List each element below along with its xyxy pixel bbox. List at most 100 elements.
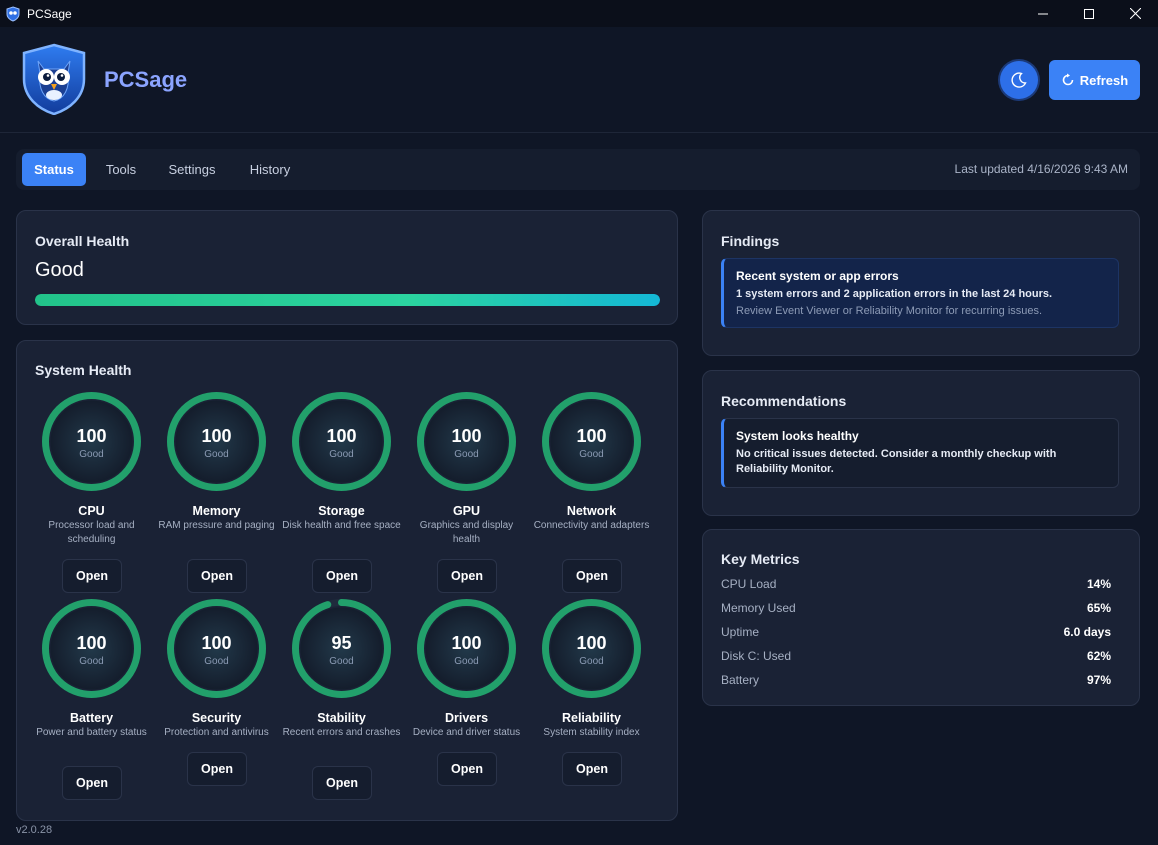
health-tile-security: 100 Good Security Protection and antivirus O… [154, 597, 279, 797]
health-gauge: 100 Good [40, 390, 143, 493]
system-health-card: System Health 100 Good CPU Processor load a… [16, 340, 678, 821]
gauge-ring [167, 599, 266, 698]
health-gauge: 100 Good [540, 597, 643, 700]
gauge-score: 100 [576, 633, 607, 653]
overall-health-bar [35, 294, 660, 306]
maximize-button[interactable] [1066, 0, 1112, 27]
app-header: PCSage Refresh [0, 27, 1158, 133]
finding-body: 1 system errors and 2 application errors… [736, 288, 1053, 300]
open-battery-button[interactable]: Open [62, 766, 122, 800]
overall-health-bar-fill [35, 294, 660, 306]
gauge-status: Good [79, 449, 104, 460]
tile-name: Reliability [561, 711, 622, 725]
finding-item: Recent system or app errors 1 system err… [721, 258, 1119, 328]
refresh-label: Refresh [1079, 72, 1129, 88]
gauge-status: Good [204, 656, 229, 667]
health-tile-drivers: 100 Good Drivers Device and driver status Op… [404, 597, 529, 797]
overall-health-value: Good [35, 259, 84, 281]
health-gauge: 100 Good [540, 390, 643, 493]
open-memory-button[interactable]: Open [187, 559, 247, 593]
tile-name: CPU [78, 504, 105, 518]
gauge-ring [292, 599, 391, 698]
window-title: PCSage [27, 6, 72, 21]
metric-row: CPU Load 14% [721, 577, 1111, 597]
overall-health-title: Overall Health [35, 233, 130, 249]
health-tile-network: 100 Good Network Connectivity and adapters O… [529, 390, 654, 593]
system-health-title: System Health [35, 362, 132, 378]
tile-name: Storage [318, 504, 365, 518]
tile-description: Device and driver status [412, 727, 521, 738]
metric-value: 14% [1086, 577, 1111, 591]
tile-description: Protection and antivirus [164, 727, 269, 738]
tile-name: Drivers [444, 711, 489, 725]
close-icon [1129, 8, 1141, 19]
recommendations-title: Recommendations [721, 393, 847, 409]
metric-label: Battery [721, 673, 760, 687]
gauge-ring [42, 392, 141, 491]
key-metrics-title: Key Metrics [721, 551, 800, 567]
gauge-status: Good [579, 656, 604, 667]
gauge-ring [167, 392, 266, 491]
tab-status[interactable]: Status [22, 153, 86, 186]
open-cpu-button[interactable]: Open [62, 559, 122, 593]
health-tile-gpu: 100 Good GPU Graphics and display health Ope… [404, 390, 529, 593]
metric-label: Memory Used [721, 601, 796, 615]
tab-tools[interactable]: Tools [105, 162, 137, 177]
moon-icon [1011, 72, 1027, 88]
gauge-score: 100 [451, 426, 482, 446]
tab-settings[interactable]: Settings [168, 162, 216, 177]
health-tile-reliability: 100 Good Reliability System stability index… [529, 597, 654, 797]
gauge-ring [542, 599, 641, 698]
recommendations-card: Recommendations System looks healthy No … [702, 370, 1140, 516]
refresh-button[interactable]: Refresh [1049, 60, 1140, 100]
tile-description: Disk health and free space [282, 520, 401, 531]
health-gauge: 100 Good [415, 390, 518, 493]
minimize-button[interactable] [1020, 0, 1066, 27]
metric-value: 97% [1086, 673, 1111, 687]
refresh-icon [1062, 73, 1074, 86]
open-security-button[interactable]: Open [187, 752, 247, 786]
tile-name: Battery [69, 711, 114, 725]
tab-history[interactable]: History [249, 162, 291, 177]
window-titlebar: PCSage [0, 0, 1158, 27]
metric-value: 62% [1086, 649, 1111, 663]
tile-description: Graphics and display health [419, 520, 514, 545]
open-storage-button[interactable]: Open [312, 559, 372, 593]
health-gauge: 100 Good [165, 597, 268, 700]
tile-description: Connectivity and adapters [533, 520, 650, 531]
health-tile-storage: 100 Good Storage Disk health and free space… [279, 390, 404, 593]
gauge-score: 100 [76, 426, 107, 446]
health-gauge: 100 Good [40, 597, 143, 700]
gauge-score: 100 [451, 633, 482, 653]
open-drivers-button[interactable]: Open [437, 752, 497, 786]
open-gpu-button[interactable]: Open [437, 559, 497, 593]
key-metrics-card: Key Metrics CPU Load 14% Memory Used 65% Upt… [702, 529, 1140, 706]
health-gauge: 100 Good [165, 390, 268, 493]
metric-row: Uptime 6.0 days [721, 625, 1111, 645]
open-network-button[interactable]: Open [562, 559, 622, 593]
gauge-status: Good [79, 656, 104, 667]
health-tile-memory: 100 Good Memory RAM pressure and paging Open [154, 390, 279, 593]
tile-name: Memory [192, 504, 241, 518]
close-button[interactable] [1112, 0, 1158, 27]
open-stability-button[interactable]: Open [312, 766, 372, 800]
gauge-ring [417, 599, 516, 698]
health-tile-battery: 100 Good Battery Power and battery status Op… [29, 597, 154, 800]
metric-label: Uptime [721, 625, 760, 639]
metric-value: 65% [1086, 601, 1111, 615]
health-gauge: 100 Good [415, 597, 518, 700]
gauge-score: 95 [331, 633, 352, 653]
tile-description: Processor load and scheduling [48, 520, 135, 545]
gauge-status: Good [204, 449, 229, 460]
overall-health-card: Overall Health Good [16, 210, 678, 325]
health-gauge: 95 Good [290, 597, 393, 700]
gauge-status: Good [579, 449, 604, 460]
recommendation-body: No critical issues detected. Consider a … [736, 448, 1057, 475]
metric-row: Disk C: Used 62% [721, 649, 1111, 669]
metric-label: Disk C: Used [721, 649, 792, 663]
theme-toggle-button[interactable] [1000, 61, 1038, 99]
health-gauge: 100 Good [290, 390, 393, 493]
open-reliability-button[interactable]: Open [562, 752, 622, 786]
tile-name: Stability [317, 711, 366, 725]
tile-description: Power and battery status [36, 727, 147, 738]
